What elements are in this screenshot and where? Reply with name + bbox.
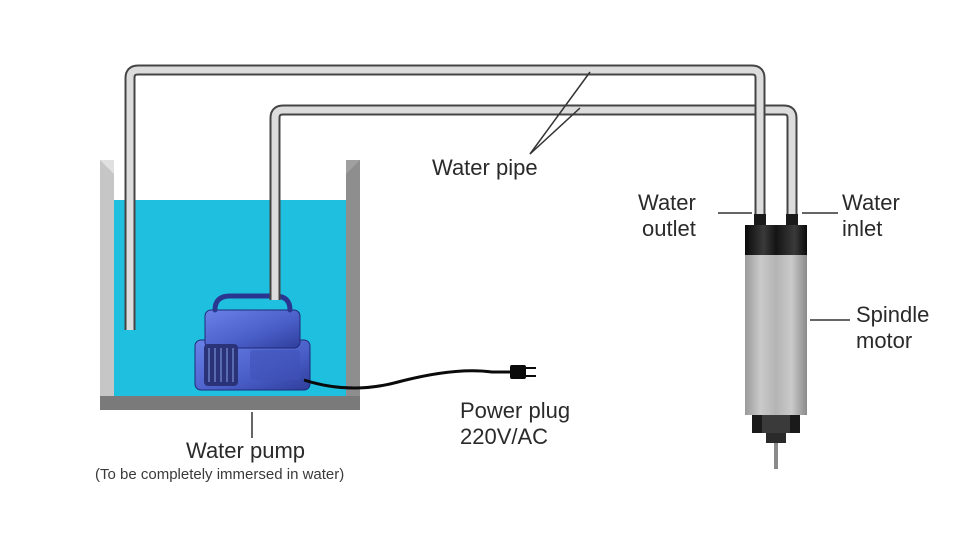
label-water-pump-note: (To be completely immersed in water) [95,466,344,483]
label-power-plug-1: Power plug [460,398,570,424]
label-water-inlet: Water inlet [842,190,900,243]
label-water-outlet: Water outlet [638,190,696,243]
label-water-pump: Water pump [186,438,305,464]
power-plug-icon [510,365,526,379]
water-pump [195,296,310,390]
label-spindle-motor: Spindle motor [856,302,929,355]
label-power-plug-2: 220V/AC [460,424,548,450]
label-water-pipe: Water pipe [432,155,538,181]
spindle-motor [745,214,807,469]
